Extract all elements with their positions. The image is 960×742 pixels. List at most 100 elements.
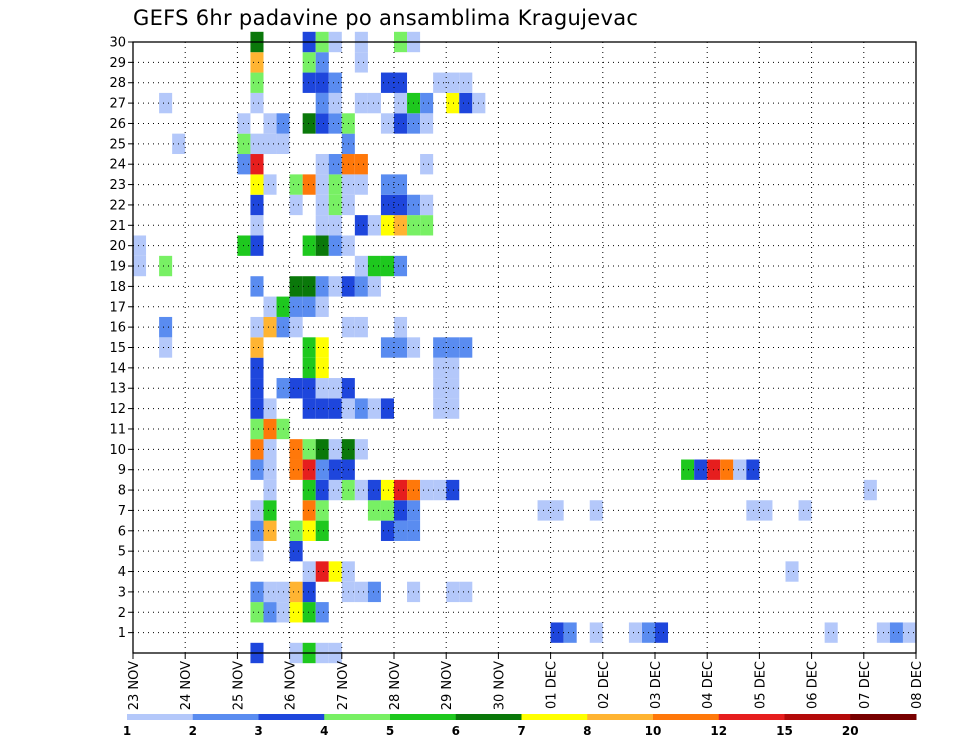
data-cell	[302, 561, 316, 582]
data-cell	[746, 459, 760, 480]
x-tick-label: 26 NOV	[284, 661, 299, 710]
data-cell	[433, 398, 447, 419]
data-cell	[420, 194, 434, 216]
data-cell	[394, 174, 408, 195]
data-cell	[589, 500, 603, 521]
data-cell	[302, 276, 316, 297]
data-cell	[380, 520, 394, 541]
data-cell	[380, 479, 394, 501]
data-cell	[380, 215, 394, 236]
data-cell	[289, 581, 303, 603]
x-tick-label: 29 NOV	[440, 661, 455, 710]
data-cell	[263, 296, 277, 317]
data-cell	[380, 174, 394, 195]
x-tick-label: 07 DEC	[858, 661, 873, 709]
data-cell	[263, 113, 277, 134]
data-cell	[328, 561, 342, 582]
data-cell	[133, 255, 147, 277]
data-cell	[759, 500, 773, 521]
data-cell	[250, 581, 264, 603]
data-cell	[394, 72, 408, 93]
data-cell	[315, 52, 329, 73]
y-tick-label: 6	[118, 524, 126, 539]
data-cell	[746, 500, 760, 521]
data-cell	[250, 235, 264, 256]
data-cell	[537, 500, 551, 521]
x-tick-label: 27 NOV	[336, 661, 351, 710]
y-tick-label: 15	[109, 341, 126, 356]
data-cell	[328, 378, 342, 399]
data-cell	[250, 337, 264, 358]
data-cell	[433, 378, 447, 399]
colorbar-label: 12	[710, 724, 727, 738]
data-cell	[394, 113, 408, 134]
data-cell	[446, 398, 460, 419]
y-tick-label: 9	[118, 463, 126, 478]
data-cell	[420, 154, 434, 175]
data-cell	[315, 337, 329, 358]
y-tick-label: 30	[109, 36, 126, 51]
data-cell	[354, 581, 368, 603]
data-cell	[315, 439, 329, 460]
data-cell	[367, 479, 381, 501]
y-tick-label: 19	[109, 260, 126, 275]
data-cell	[250, 418, 264, 440]
data-cell	[354, 154, 368, 175]
colorbar-swatch	[455, 714, 522, 720]
y-tick-label: 13	[109, 382, 126, 397]
data-cell	[250, 459, 264, 480]
data-cell	[420, 215, 434, 236]
data-cell	[367, 398, 381, 419]
data-cell	[302, 459, 316, 480]
data-cell	[354, 479, 368, 501]
data-cell	[159, 255, 173, 277]
data-cell	[250, 215, 264, 236]
chart-title: GEFS 6hr padavine po ansamblima Kragujev…	[133, 6, 639, 30]
y-tick-label: 20	[109, 239, 126, 254]
data-cell	[380, 500, 394, 521]
data-cell	[459, 72, 473, 93]
data-cell	[289, 296, 303, 317]
data-cell	[289, 276, 303, 297]
data-cell	[250, 398, 264, 419]
y-tick-label: 29	[109, 56, 126, 71]
data-cell	[315, 215, 329, 236]
data-cell	[315, 113, 329, 134]
data-cell	[459, 337, 473, 358]
y-tick-label: 16	[109, 321, 126, 336]
data-cell	[302, 439, 316, 460]
y-tick-label: 5	[118, 545, 126, 560]
data-cell	[263, 500, 277, 521]
y-tick-label: 22	[109, 198, 126, 213]
data-cell	[354, 316, 368, 338]
data-cell	[328, 479, 342, 501]
data-cell	[420, 479, 434, 501]
data-cell	[446, 479, 460, 501]
data-cell	[302, 52, 316, 73]
data-cell	[367, 255, 381, 277]
data-cell	[315, 459, 329, 480]
data-cell	[263, 398, 277, 419]
colorbar-label: 2	[189, 724, 197, 738]
data-cell	[263, 418, 277, 440]
colorbar-swatch	[587, 714, 654, 720]
data-cell	[328, 276, 342, 297]
data-cell	[315, 72, 329, 93]
data-cell	[367, 581, 381, 603]
colorbar-swatch	[521, 714, 588, 720]
data-cell	[433, 72, 447, 93]
data-cell	[328, 113, 342, 134]
data-cell	[315, 296, 329, 317]
data-cell	[250, 378, 264, 399]
x-tick-label: 04 DEC	[701, 661, 716, 709]
data-cell	[302, 520, 316, 541]
data-cell	[289, 459, 303, 480]
data-cell	[263, 133, 277, 155]
data-cell	[250, 154, 264, 175]
data-cell	[446, 378, 460, 399]
data-cell	[302, 378, 316, 399]
data-cell	[550, 622, 564, 643]
data-cell	[380, 398, 394, 419]
data-cell	[694, 459, 708, 480]
data-cell	[289, 520, 303, 541]
